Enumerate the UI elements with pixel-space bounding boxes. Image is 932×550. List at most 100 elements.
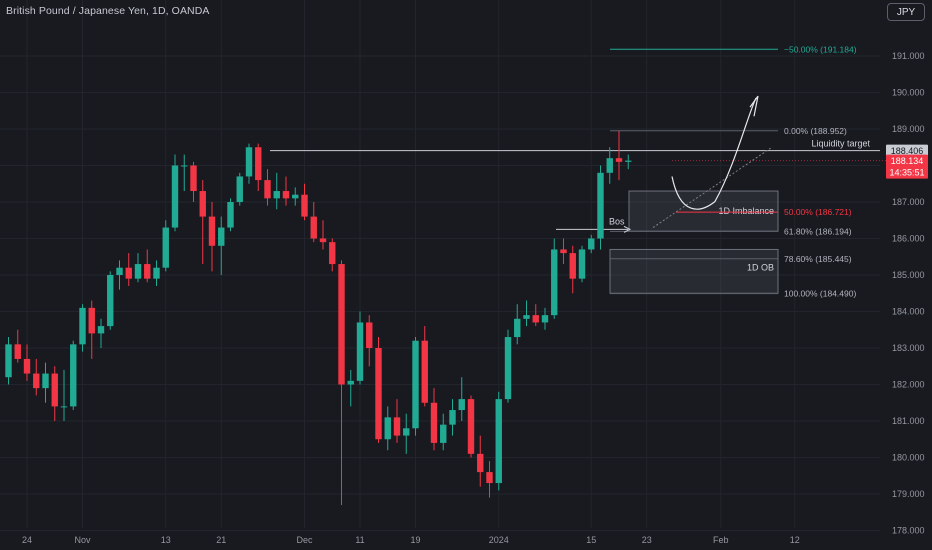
candle-body [329, 242, 336, 265]
candle-body [477, 453, 484, 473]
liquidity-target-label: Liquidity target [811, 139, 870, 149]
candle-body [51, 373, 58, 407]
price-axis-label: 181.000 [892, 416, 925, 426]
candle-body [615, 158, 623, 162]
price-axis-label: 185.000 [892, 270, 925, 280]
candle-body [486, 472, 493, 484]
candle-body [319, 238, 327, 243]
candle-body [273, 191, 280, 199]
time-axis-label: Feb [713, 535, 729, 545]
time-axis-label: Dec [296, 535, 313, 545]
candle-body [116, 267, 123, 275]
candle-body [97, 326, 105, 334]
price-axis-label: 189.000 [892, 124, 925, 134]
candle-body [440, 424, 447, 443]
candle-body [532, 315, 539, 323]
candle-body [541, 315, 549, 323]
candle-body [218, 227, 225, 246]
liquidity-price-text: 188.406 [891, 146, 924, 156]
candle-body [88, 307, 95, 334]
candle-body [190, 165, 197, 192]
time-axis-label: 11 [355, 535, 364, 545]
candle-body [384, 417, 391, 440]
candle-body [569, 253, 576, 279]
price-axis-label: 190.000 [892, 88, 925, 98]
candle-body [560, 249, 567, 254]
candle-body [393, 417, 401, 436]
candle-body [504, 337, 512, 400]
time-axis-label: 23 [642, 535, 652, 545]
candle-body [107, 275, 114, 327]
price-axis-label: 179.000 [892, 489, 925, 499]
candle-body [236, 176, 243, 202]
candle-body [578, 249, 586, 279]
candle-body [282, 191, 290, 199]
candle-body [495, 399, 502, 484]
fib-level-label: 50.00% (186.721) [784, 207, 852, 217]
fib-level-label: 78.60% (185.445) [784, 254, 852, 264]
imbalance-label: 1D Imbalance [718, 206, 774, 216]
candle-body [347, 380, 354, 385]
projection-arrowhead [749, 95, 759, 117]
last-price-text: 188.134 [891, 156, 924, 166]
candle-body [70, 344, 77, 407]
candle-body [162, 227, 169, 268]
candle-body [301, 194, 308, 217]
candle-body [208, 216, 216, 246]
price-axis-label: 186.000 [892, 234, 925, 244]
candle-body [551, 249, 558, 316]
candle-body [375, 348, 382, 440]
time-axis-label: 24 [22, 535, 32, 545]
time-axis-label: 2024 [489, 535, 509, 545]
candle-body [292, 194, 299, 199]
time-axis-label: 19 [410, 535, 420, 545]
candle-body [5, 344, 12, 378]
bos-arrowhead [623, 225, 632, 233]
price-axis-label: 187.000 [892, 197, 925, 207]
candle-body [458, 399, 465, 411]
fib-level-label: 100.00% (184.490) [784, 289, 856, 299]
symbol-title: British Pound / Japanese Yen, 1D, OANDA [6, 5, 210, 17]
price-axis-label: 184.000 [892, 307, 925, 317]
candle-body [264, 180, 271, 199]
projection-curve [671, 97, 757, 210]
candle-body [199, 191, 206, 217]
candle-body [421, 340, 428, 403]
time-axis-label: Nov [74, 535, 91, 545]
candle-body [338, 264, 345, 385]
liquidity-price-tag [886, 144, 928, 157]
candle-body [153, 267, 160, 279]
candle-body [625, 160, 632, 162]
candle-body [356, 322, 364, 381]
currency-button[interactable]: JPY [887, 3, 925, 21]
candle-body [245, 147, 253, 177]
candle-body [366, 322, 373, 348]
candle-body [60, 406, 68, 408]
candle-body [467, 399, 475, 454]
candle-body [227, 202, 234, 228]
order-block-label: 1D OB [747, 262, 774, 272]
time-axis-label: 21 [216, 535, 226, 545]
candle-body [588, 238, 595, 250]
fib-level-label: −50.00% (191.184) [784, 44, 857, 54]
candle-body [125, 267, 132, 279]
order-block-zone [609, 248, 779, 294]
price-axis-label: 178.000 [892, 526, 925, 536]
last-price-tag [886, 154, 928, 179]
candle-body [79, 307, 86, 345]
candle-body [606, 158, 613, 173]
time-axis-label: 13 [161, 535, 171, 545]
countdown-text: 14:35:51 [889, 168, 924, 178]
candle-body [255, 147, 262, 181]
candle-body [23, 358, 31, 374]
candle-body [134, 264, 142, 279]
fib-level-label: 0.00% (188.952) [784, 126, 847, 136]
candle-body [310, 216, 317, 239]
candle-body [514, 318, 521, 338]
time-axis-label: 15 [586, 535, 596, 545]
candle-body [523, 315, 530, 319]
fib-level-label: 61.80% (186.194) [784, 226, 852, 236]
price-axis-label: 183.000 [892, 343, 925, 353]
